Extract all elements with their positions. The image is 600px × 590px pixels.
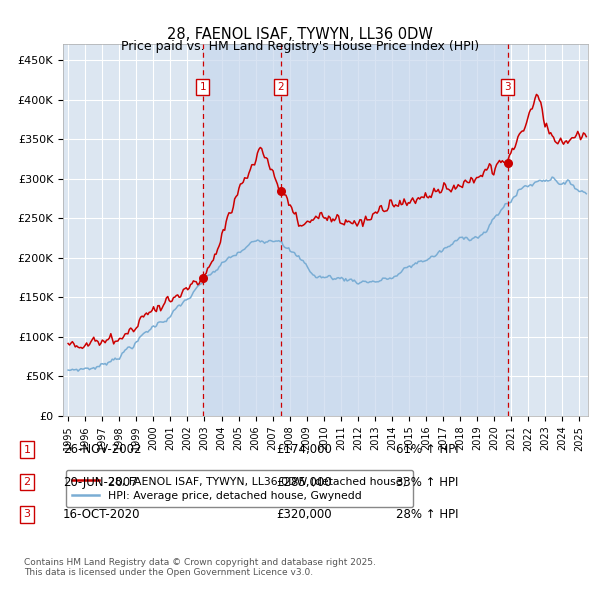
Text: 28, FAENOL ISAF, TYWYN, LL36 0DW: 28, FAENOL ISAF, TYWYN, LL36 0DW <box>167 27 433 41</box>
Text: 16-OCT-2020: 16-OCT-2020 <box>63 508 140 521</box>
Text: 61% ↑ HPI: 61% ↑ HPI <box>396 443 458 456</box>
Text: 33% ↑ HPI: 33% ↑ HPI <box>396 476 458 489</box>
Text: 2: 2 <box>23 477 31 487</box>
Text: £285,000: £285,000 <box>276 476 332 489</box>
Text: 26-NOV-2002: 26-NOV-2002 <box>63 443 142 456</box>
Text: 3: 3 <box>505 82 511 92</box>
Text: 3: 3 <box>23 510 31 519</box>
Text: 1: 1 <box>199 82 206 92</box>
Text: 2: 2 <box>277 82 284 92</box>
Text: 20-JUN-2007: 20-JUN-2007 <box>63 476 137 489</box>
Text: 1: 1 <box>23 445 31 454</box>
Text: £320,000: £320,000 <box>276 508 332 521</box>
Text: 28% ↑ HPI: 28% ↑ HPI <box>396 508 458 521</box>
Bar <box>203 44 508 416</box>
Text: Contains HM Land Registry data © Crown copyright and database right 2025.
This d: Contains HM Land Registry data © Crown c… <box>24 558 376 577</box>
Legend: 28, FAENOL ISAF, TYWYN, LL36 0DW (detached house), HPI: Average price, detached : 28, FAENOL ISAF, TYWYN, LL36 0DW (detach… <box>66 470 413 507</box>
Text: Price paid vs. HM Land Registry's House Price Index (HPI): Price paid vs. HM Land Registry's House … <box>121 40 479 53</box>
Text: £174,000: £174,000 <box>276 443 332 456</box>
